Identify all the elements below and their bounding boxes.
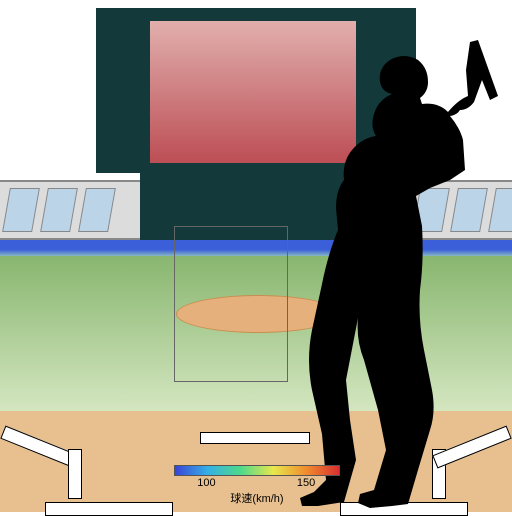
tick-label: 100 [197,477,215,489]
plate-line [45,502,173,516]
velocity-ticks: 100 150 [174,476,340,490]
velocity-colorbar [174,465,340,476]
batter-silhouette [300,40,512,510]
strike-zone [174,226,288,382]
plate-line [68,449,82,499]
velocity-axis-label: 球速(km/h) [174,490,340,506]
plate-line [200,432,310,444]
velocity-legend: 100 150 球速(km/h) [174,465,340,507]
pitch-location-diagram: 100 150 球速(km/h) [0,0,512,512]
tick-label: 150 [297,477,315,489]
